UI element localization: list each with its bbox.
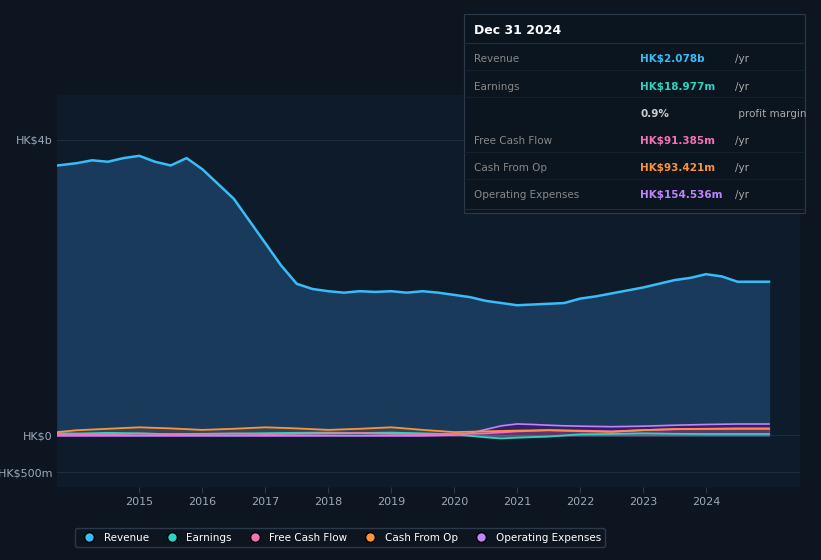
Text: profit margin: profit margin [735, 109, 806, 119]
Text: /yr: /yr [735, 82, 749, 92]
Text: /yr: /yr [735, 190, 749, 200]
Text: Dec 31 2024: Dec 31 2024 [474, 24, 561, 37]
Text: Revenue: Revenue [474, 54, 519, 64]
Text: 0.9%: 0.9% [640, 109, 669, 119]
Text: HK$93.421m: HK$93.421m [640, 163, 716, 173]
Text: HK$154.536m: HK$154.536m [640, 190, 722, 200]
Text: HK$2.078b: HK$2.078b [640, 54, 705, 64]
Text: /yr: /yr [735, 136, 749, 146]
Text: Operating Expenses: Operating Expenses [474, 190, 579, 200]
Text: /yr: /yr [735, 163, 749, 173]
Text: HK$18.977m: HK$18.977m [640, 82, 716, 92]
Text: Earnings: Earnings [474, 82, 519, 92]
Text: /yr: /yr [735, 54, 749, 64]
Text: Cash From Op: Cash From Op [474, 163, 547, 173]
Legend: Revenue, Earnings, Free Cash Flow, Cash From Op, Operating Expenses: Revenue, Earnings, Free Cash Flow, Cash … [75, 528, 605, 547]
Text: HK$91.385m: HK$91.385m [640, 136, 715, 146]
Text: Free Cash Flow: Free Cash Flow [474, 136, 552, 146]
